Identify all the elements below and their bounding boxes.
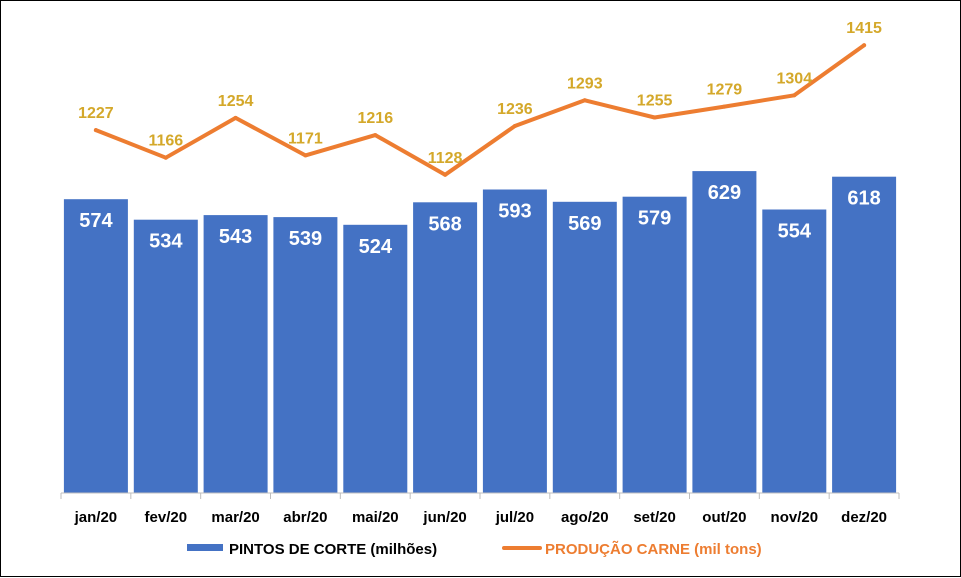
- line-value-label: 1255: [637, 93, 673, 110]
- bar-value-label: 629: [708, 182, 741, 204]
- line-value-label: 1128: [428, 150, 463, 167]
- x-tick-label: jul/20: [495, 509, 534, 526]
- line-value-label: 1279: [707, 82, 743, 99]
- bar-value-label: 618: [847, 188, 880, 210]
- line-point: [303, 153, 308, 158]
- bar-value-label: 579: [638, 208, 671, 230]
- bar-jul/20: [482, 189, 547, 493]
- legend-label-bars: PINTOS DE CORTE (milhões): [229, 541, 437, 558]
- x-axis: jan/20 fev/20 mar/20 abr/20 mai/20 jun/20 jul/…: [60, 492, 900, 526]
- x-tick-label: mai/20: [352, 509, 399, 526]
- line-point: [373, 133, 378, 138]
- bar-ago/20: [552, 201, 617, 494]
- line-point: [792, 93, 797, 98]
- bar-value-label: 543: [219, 226, 252, 248]
- x-tick-label: set/20: [633, 509, 676, 526]
- bar-jun/20: [413, 202, 478, 494]
- bar-jan/20: [63, 199, 128, 493]
- bar-value-label: 534: [149, 231, 183, 253]
- bar-value-label: 554: [778, 221, 812, 243]
- line-series: 1227 1166 1254 1171 1216 1128 1236 1293 1255 1279…: [78, 20, 882, 177]
- bar-out/20: [692, 171, 757, 493]
- line-point: [652, 115, 657, 120]
- bar-value-label: 568: [428, 213, 461, 235]
- x-tick-label: nov/20: [771, 509, 819, 526]
- bar-value-label: 524: [359, 236, 393, 258]
- line-point: [93, 128, 98, 133]
- line-value-label: 1304: [777, 70, 813, 87]
- x-tick-label: abr/20: [283, 509, 327, 526]
- x-tick-label: ago/20: [561, 509, 609, 526]
- legend: PINTOS DE CORTE (milhões) PRODUÇÃO CARNE …: [187, 540, 762, 558]
- bar-abr/20: [273, 217, 338, 493]
- bar-dez/20: [832, 176, 897, 493]
- x-tick-label: fev/20: [145, 509, 188, 526]
- line-point: [233, 115, 238, 120]
- bar-set/20: [622, 196, 687, 493]
- line-value-label: 1166: [148, 133, 183, 150]
- x-tick-label: jan/20: [74, 509, 118, 526]
- bar-value-label: 569: [568, 213, 601, 235]
- line-value-label: 1216: [358, 110, 394, 127]
- line-value-label: 1171: [288, 130, 323, 147]
- line-value-label: 1236: [497, 101, 533, 118]
- line-point: [722, 104, 727, 109]
- legend-swatch-bars: [187, 544, 223, 551]
- line-point: [443, 172, 448, 177]
- line-point: [163, 155, 168, 160]
- line-value-label: 1415: [846, 20, 882, 37]
- x-tick-label: out/20: [702, 509, 746, 526]
- x-tick-label: jun/20: [422, 509, 466, 526]
- line-point: [582, 98, 587, 103]
- production-line: [93, 43, 867, 177]
- legend-label-line: PRODUÇÃO CARNE (mil tons): [545, 540, 762, 558]
- x-tick-label: mar/20: [211, 509, 259, 526]
- bar-value-label: 593: [498, 201, 531, 223]
- bar-series: 574 534 543 539 524 568 593 569 579 629 554 618: [63, 171, 897, 494]
- bar-fev/20: [133, 219, 198, 493]
- bar-value-label: 574: [79, 210, 113, 232]
- bar-mai/20: [343, 224, 408, 494]
- line-value-label: 1293: [567, 75, 603, 92]
- x-tick-label: dez/20: [841, 509, 887, 526]
- line-value-label: 1254: [218, 93, 254, 110]
- line-point: [512, 124, 517, 128]
- bar-value-label: 539: [289, 228, 322, 250]
- line-point: [862, 43, 867, 48]
- bar-mar/20: [203, 215, 268, 493]
- line-value-label: 1227: [78, 105, 114, 122]
- bar-nov/20: [762, 209, 827, 493]
